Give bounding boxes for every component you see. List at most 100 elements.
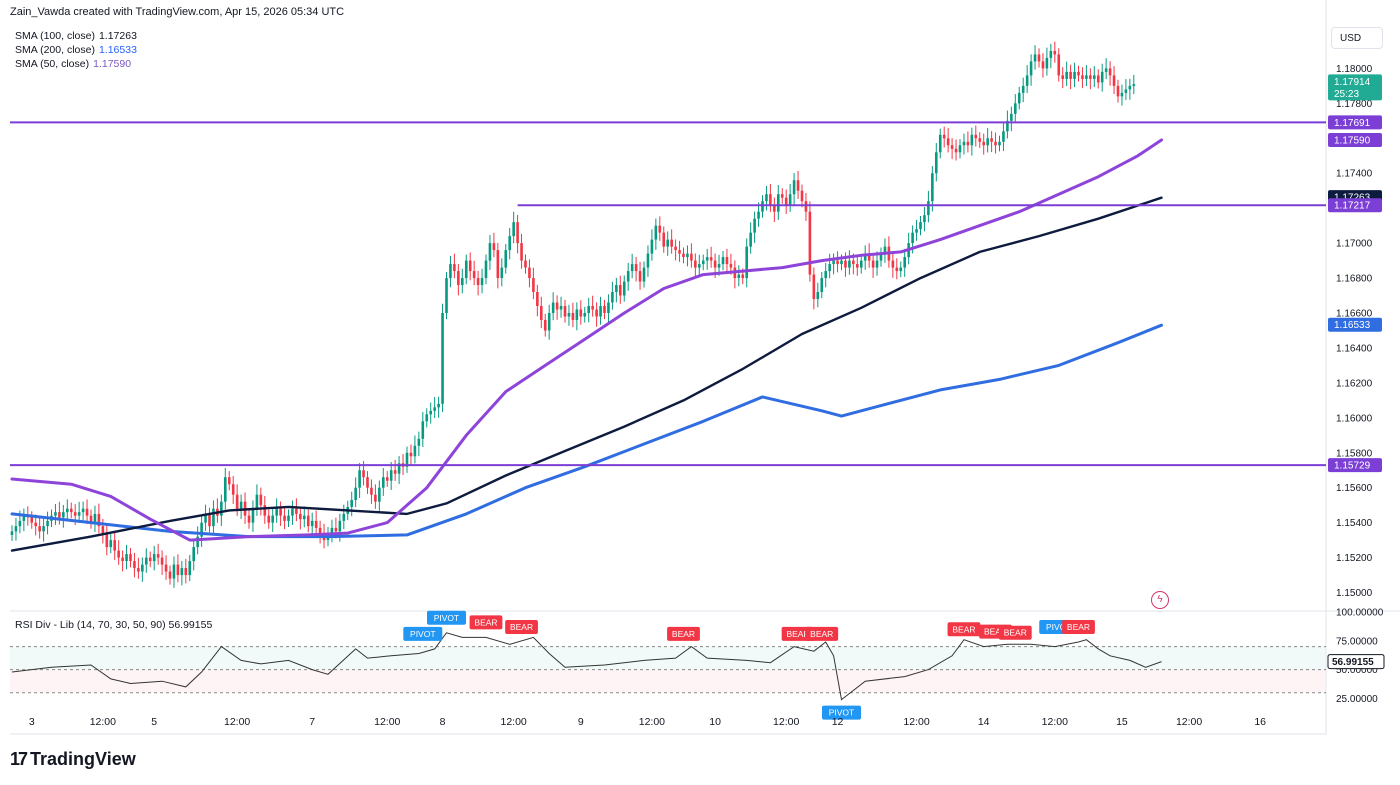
rsi-signal-label xyxy=(505,619,538,634)
candle-body xyxy=(18,520,22,527)
rsi-tick-label: 50.00000 xyxy=(1336,665,1378,676)
candle-body xyxy=(899,267,903,272)
candle-body xyxy=(1041,61,1045,69)
candle-body xyxy=(1029,61,1033,76)
currency-selector[interactable]: USD xyxy=(1331,27,1383,49)
rsi-signal-label xyxy=(1062,619,1095,634)
rsi-signal-text: BEAR xyxy=(474,617,497,627)
candle-body xyxy=(1053,50,1057,55)
candle-body xyxy=(686,253,689,258)
candle-body xyxy=(306,515,310,527)
candle-body xyxy=(69,508,73,513)
candle-body xyxy=(492,243,496,251)
rsi-signal-label xyxy=(403,626,443,641)
candle-body xyxy=(579,309,583,317)
tradingview-logo[interactable]: 17 TradingView xyxy=(10,749,136,770)
candle-body xyxy=(109,540,113,548)
legend-sma50-label: SMA (50, close) xyxy=(15,58,90,70)
price-tag xyxy=(1328,317,1382,332)
rsi-signal-label xyxy=(667,626,700,641)
candle-body xyxy=(773,204,776,212)
candle-body xyxy=(516,222,519,244)
candle-body xyxy=(101,526,105,534)
candle-body xyxy=(433,407,436,411)
rsi-signal-label xyxy=(469,615,503,630)
candle-body xyxy=(62,512,65,518)
price-tag-label: 1.15729 xyxy=(1334,461,1371,472)
legend-sma100[interactable]: SMA (100, close) 1.17263 xyxy=(15,30,137,42)
price-tag xyxy=(1328,458,1382,473)
candle-body xyxy=(34,522,37,527)
time-tick-label: 12:00 xyxy=(903,716,929,728)
candle-body xyxy=(310,520,314,527)
candle-body xyxy=(547,313,551,331)
candle-body xyxy=(500,267,504,279)
candle-body xyxy=(994,141,997,146)
candle-body xyxy=(255,494,259,509)
candle-body xyxy=(137,568,140,572)
lightning-icon[interactable]: ϟ xyxy=(1151,591,1169,609)
candle-body xyxy=(133,561,136,569)
price-tick-label: 1.15400 xyxy=(1336,518,1373,529)
candle-body xyxy=(915,229,918,233)
candle-body xyxy=(725,257,729,265)
candle-body xyxy=(962,141,966,146)
candle-body xyxy=(354,487,357,500)
candle-body xyxy=(188,561,192,576)
candle-body xyxy=(200,522,203,537)
candle-body xyxy=(859,260,863,268)
candle-body xyxy=(259,494,263,506)
legend-sma200-label: SMA (200, close) xyxy=(15,44,95,56)
candle-body xyxy=(330,527,334,534)
candle-body xyxy=(583,313,587,317)
price-tag xyxy=(1328,115,1382,130)
candle-body xyxy=(820,278,824,293)
legend-rsi[interactable]: RSI Div - Lib (14, 70, 30, 50, 90) 56.99… xyxy=(15,619,212,631)
candle-body xyxy=(129,554,132,562)
rsi-signal-text: BEAR xyxy=(984,627,1007,637)
candle-body xyxy=(468,260,472,272)
candle-body xyxy=(950,145,954,149)
candle-body xyxy=(97,513,101,527)
candle-body xyxy=(599,306,602,317)
candle-body xyxy=(461,278,464,286)
candle-body xyxy=(121,557,124,562)
legend-sma200-value: 1.16533 xyxy=(98,44,137,56)
candle-body xyxy=(10,531,14,535)
candle-body xyxy=(836,260,839,265)
price-tag xyxy=(1328,74,1382,101)
candle-body xyxy=(58,512,61,518)
candle-body xyxy=(488,243,492,261)
price-tag-label: 1.17691 xyxy=(1334,118,1371,129)
candle-body xyxy=(1014,103,1017,114)
candle-body xyxy=(318,527,322,534)
candle-body xyxy=(595,309,598,317)
candle-body xyxy=(911,232,914,244)
candle-body xyxy=(334,527,338,532)
candle-body xyxy=(642,267,646,282)
candle-body xyxy=(784,197,788,205)
rsi-signal-label xyxy=(998,625,1032,640)
time-tick-label: 7 xyxy=(309,716,315,728)
candle-body xyxy=(591,306,594,310)
candle-body xyxy=(998,141,1001,146)
candle-body xyxy=(520,243,523,261)
rsi-tick-label: 100.00000 xyxy=(1336,608,1384,619)
candle-body xyxy=(437,403,440,408)
legend-sma200[interactable]: SMA (200, close) 1.16533 xyxy=(15,44,137,56)
candle-body xyxy=(81,508,85,513)
candle-body xyxy=(453,264,456,272)
candle-body xyxy=(180,568,184,576)
candle-body xyxy=(828,264,831,272)
rsi-signal-label xyxy=(947,622,981,637)
legend-sma50[interactable]: SMA (50, close) 1.17590 xyxy=(15,58,131,70)
candle-body xyxy=(1065,71,1068,79)
candle-body xyxy=(812,274,816,300)
candle-body xyxy=(271,515,274,523)
candle-body xyxy=(765,194,768,202)
candle-body xyxy=(85,508,89,516)
rsi-signal-text: BEAR xyxy=(786,629,809,639)
candle-body xyxy=(176,564,180,576)
tradingview-logo-icon: 17 xyxy=(10,749,28,769)
